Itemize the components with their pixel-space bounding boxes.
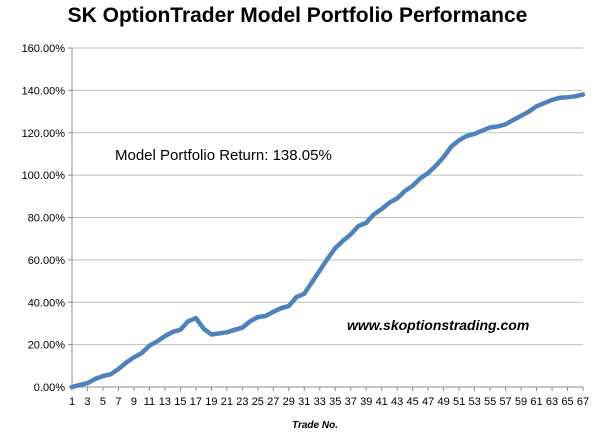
x-tick-label: 11: [144, 396, 155, 408]
x-tick-label: 17: [190, 396, 202, 408]
gridlines: [72, 47, 583, 346]
x-tick-label: 57: [499, 396, 511, 408]
x-tick-label: 29: [283, 396, 295, 408]
x-tick-label: 55: [484, 396, 496, 408]
x-tick-label: 3: [84, 396, 90, 408]
x-tick-label: 33: [314, 396, 326, 408]
x-tick-label: 5: [100, 396, 106, 408]
y-tick-label: 140.00%: [22, 85, 66, 97]
x-tick-label: 13: [159, 396, 171, 408]
x-tick-label: 37: [345, 396, 357, 408]
annotation-return: Model Portfolio Return: 138.05%: [115, 147, 332, 164]
x-tick-label: 61: [530, 396, 542, 408]
y-tick-label: 100.00%: [22, 170, 66, 182]
x-tick-label: 31: [298, 396, 310, 408]
x-tick-label: 15: [174, 396, 186, 408]
y-tick-label: 60.00%: [28, 255, 66, 267]
y-tick-label: 80.00%: [28, 213, 66, 225]
y-tick-label: 160.00%: [22, 43, 66, 55]
x-tick-label: 35: [329, 396, 341, 408]
y-tick-label: 120.00%: [22, 128, 66, 140]
x-tick-label: 53: [468, 396, 480, 408]
x-tick-label: 23: [236, 396, 248, 408]
annotation-url: www.skoptionstrading.com: [347, 317, 529, 333]
x-tick-label: 67: [577, 396, 589, 408]
x-tick-label: 39: [360, 396, 372, 408]
x-tick-label: 47: [422, 396, 434, 408]
x-tick-label: 1: [69, 396, 75, 408]
x-tick-label: 65: [561, 396, 573, 408]
x-tick-label: 9: [131, 396, 137, 408]
x-tick-label: 45: [407, 396, 419, 408]
y-axis-ticks: 0.00% 20.00% 40.00% 60.00% 80.00% 100.00% 120.…: [22, 43, 72, 394]
y-tick-label: 40.00%: [28, 297, 66, 309]
y-tick-label: 0.00%: [34, 382, 65, 394]
x-axis-label: Trade No.: [292, 420, 338, 431]
x-tick-label: 59: [515, 396, 527, 408]
x-axis-ticks: 1 3 5 7 9 11 13 15 17 19 21 23 25 27 29 31 33 35 37 39 41 43 4…: [69, 387, 589, 408]
x-tick-label: 25: [252, 396, 264, 408]
x-tick-label: 41: [376, 396, 388, 408]
x-tick-label: 7: [115, 396, 121, 408]
x-tick-label: 49: [438, 396, 450, 408]
x-tick-label: 19: [205, 396, 217, 408]
series-line-portfolio-return: [69, 92, 586, 390]
x-tick-label: 27: [267, 396, 279, 408]
y-tick-label: 20.00%: [28, 340, 66, 352]
x-tick-label: 21: [221, 396, 233, 408]
x-tick-label: 43: [391, 396, 403, 408]
chart-title: SK OptionTrader Model Portfolio Performa…: [67, 4, 528, 27]
x-tick-label: 51: [453, 396, 465, 408]
x-tick-label: 63: [546, 396, 558, 408]
